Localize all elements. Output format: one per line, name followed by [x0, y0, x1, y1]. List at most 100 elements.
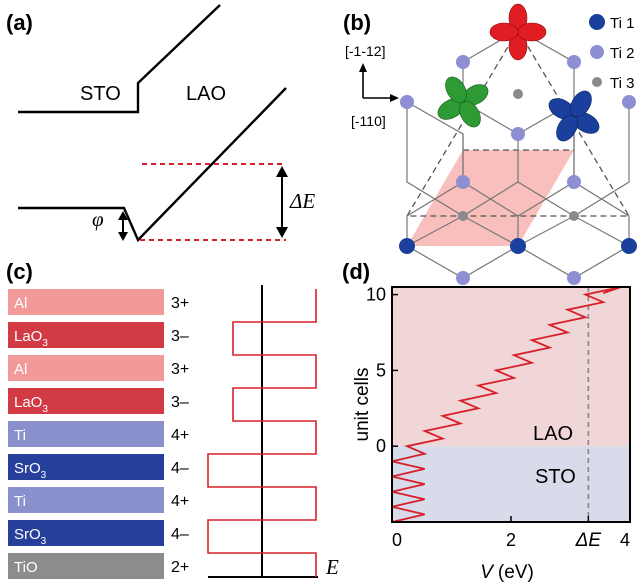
layer-block — [8, 355, 164, 381]
layer-name-text: SrO — [14, 526, 41, 543]
panel-c: (c) Al 3+LaO3 3–Al 3+LaO3 3–Ti 4+SrO3 4–Ti 4+Sr… — [6, 259, 339, 579]
layer-charge: 3– — [171, 394, 189, 411]
panel-d-label: (d) — [342, 259, 370, 284]
panel-c-label: (c) — [6, 259, 33, 284]
legend-marker-ti1 — [589, 14, 605, 30]
y-tick-label: 10 — [366, 285, 386, 305]
panel-a-label: (a) — [6, 10, 33, 35]
ti2-atom — [567, 175, 581, 189]
layer-name-subscript: 3 — [41, 536, 47, 547]
orbital-top — [489, 3, 547, 61]
ti3-atom — [458, 211, 468, 221]
delta-e-label: ΔE — [289, 189, 315, 213]
layer-name-text: Ti — [14, 493, 26, 510]
x-tick-label: 4 — [620, 530, 630, 550]
y-axis-label: unit cells — [352, 368, 373, 442]
layer-block — [8, 289, 164, 315]
layer-block — [8, 421, 164, 447]
layer-charge: 4+ — [171, 427, 189, 444]
ti3-atoms — [458, 89, 579, 221]
orbital-left — [437, 76, 489, 128]
potential-line — [391, 286, 622, 523]
y-tick-label: 5 — [376, 360, 386, 380]
legend-label-ti1: Ti 1 — [610, 15, 634, 32]
layer-name: Ti — [14, 427, 26, 444]
ti1-atom — [510, 238, 526, 254]
x-tick-label: ΔE — [575, 530, 602, 551]
ti3-atom — [513, 89, 523, 99]
lao-region-label: LAO — [533, 423, 573, 445]
panel-b-label: (b) — [343, 10, 371, 35]
layer-name: TiO — [14, 559, 38, 576]
layer-charge: 3+ — [171, 361, 189, 378]
panel-b: (b) — [343, 3, 637, 285]
lao-label: LAO — [186, 83, 226, 105]
ti2-atom — [456, 175, 470, 189]
layer-charge: 4– — [171, 460, 189, 477]
ti2-atom — [567, 55, 581, 69]
panel-d: (d) 0 2 ΔE 4 0 5 10 LAO STO unit cells V (eV) — [342, 259, 631, 583]
layer-name-text: Ti — [14, 427, 26, 444]
layer-name-text: LaO — [14, 328, 42, 345]
layer-name: SrO3 — [14, 460, 47, 481]
x-tick-label: 0 — [392, 530, 402, 550]
x-axis-unit: (eV) — [498, 562, 534, 583]
y-tick-label: 0 — [376, 436, 386, 456]
layer-block — [8, 520, 164, 546]
legend-label-ti2: Ti 2 — [610, 45, 634, 62]
layer-name-text: TiO — [14, 559, 38, 576]
ti2-atom — [456, 55, 470, 69]
band-edge-upper — [18, 4, 221, 114]
ti2-atom — [622, 95, 636, 109]
layer-charge: 3+ — [171, 295, 189, 312]
shaded-rhombus — [407, 150, 574, 246]
layer-block — [8, 487, 164, 513]
arrowhead-vertical — [359, 63, 367, 72]
layer-name-text: Al — [14, 361, 27, 378]
layer-name-subscript: 3 — [41, 470, 47, 481]
orbital-right — [548, 90, 600, 142]
panel-a: (a) STO LAO φ ΔE — [6, 4, 315, 243]
layer-charge: 4+ — [171, 493, 189, 510]
layer-name: Ti — [14, 493, 26, 510]
legend-marker-ti3 — [592, 77, 602, 87]
phi-arrowhead-up — [118, 211, 128, 220]
phi-label: φ — [92, 207, 104, 231]
ti2-atoms — [400, 55, 636, 285]
layer-name: Al — [14, 295, 27, 312]
layer-block — [8, 388, 164, 414]
layer-charge: 4– — [171, 526, 189, 543]
ti2-atom — [511, 127, 525, 141]
layer-name: SrO3 — [14, 526, 47, 547]
ti1-atom — [399, 238, 415, 254]
delta-e-arrowhead-up — [276, 166, 288, 177]
legend-marker-ti2 — [590, 45, 604, 59]
arrowhead-horizontal — [390, 94, 399, 102]
layer-block — [8, 454, 164, 480]
legend: Ti 1 Ti 2 Ti 3 — [589, 14, 634, 92]
ti2-atom — [567, 271, 581, 285]
sto-region-label: STO — [535, 466, 576, 488]
ti3-atom — [569, 211, 579, 221]
x-tick-label: 2 — [506, 530, 516, 550]
layer-block — [8, 322, 164, 348]
layer-block — [8, 553, 164, 579]
layer-name-subscript: 3 — [42, 404, 48, 415]
phi-arrowhead-down — [118, 232, 128, 241]
layer-name: Al — [14, 361, 27, 378]
band-edge-lower — [18, 87, 287, 243]
x-axis-label: V (eV) — [480, 562, 534, 583]
layer-charge: 2+ — [171, 559, 189, 576]
direction-vertical-label: [-1-12] — [345, 43, 385, 59]
hexagon-lattice — [406, 29, 630, 279]
ti1-atoms — [399, 238, 637, 254]
legend-label-ti3: Ti 3 — [610, 75, 634, 92]
sto-region — [392, 446, 630, 522]
direction-horizontal-label: [-110] — [351, 113, 386, 129]
field-label: E — [325, 555, 339, 579]
ti1-atom — [621, 238, 637, 254]
unused — [18, 112, 138, 152]
layer-stack: Al 3+LaO3 3–Al 3+LaO3 3–Ti 4+SrO3 4–Ti 4+SrO3 4–… — [8, 289, 189, 579]
layer-name-text: SrO — [14, 460, 41, 477]
